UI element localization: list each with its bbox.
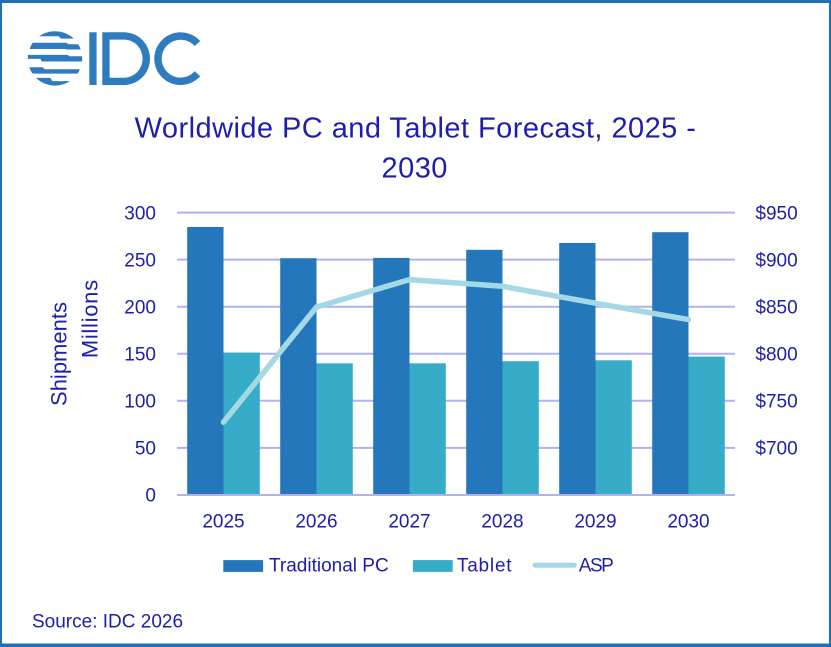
svg-text:200: 200 bbox=[124, 297, 156, 318]
svg-text:Worldwide PC and Tablet Foreca: Worldwide PC and Tablet Forecast, 2025 - bbox=[135, 112, 697, 144]
svg-text:150: 150 bbox=[124, 345, 156, 366]
svg-text:2029: 2029 bbox=[574, 512, 616, 533]
svg-text:$700: $700 bbox=[755, 439, 797, 460]
svg-text:2028: 2028 bbox=[481, 512, 523, 533]
svg-text:0: 0 bbox=[145, 486, 156, 507]
svg-text:300: 300 bbox=[124, 203, 156, 224]
svg-text:250: 250 bbox=[124, 250, 156, 271]
svg-text:ASP: ASP bbox=[579, 555, 613, 576]
svg-text:$900: $900 bbox=[755, 250, 797, 271]
svg-text:2025: 2025 bbox=[202, 512, 244, 533]
svg-text:2027: 2027 bbox=[388, 512, 430, 533]
svg-text:$800: $800 bbox=[755, 345, 797, 366]
svg-text:Source: IDC 2026: Source: IDC 2026 bbox=[32, 612, 183, 633]
svg-text:2030: 2030 bbox=[667, 512, 709, 533]
svg-text:$950: $950 bbox=[755, 203, 797, 224]
svg-text:$850: $850 bbox=[755, 297, 797, 318]
svg-text:$750: $750 bbox=[755, 392, 797, 413]
svg-text:50: 50 bbox=[135, 439, 156, 460]
svg-text:2026: 2026 bbox=[295, 512, 337, 533]
svg-text:Traditional PC: Traditional PC bbox=[269, 555, 389, 576]
svg-text:Tablet: Tablet bbox=[457, 555, 513, 576]
svg-text:Shipments: Shipments bbox=[47, 302, 72, 406]
svg-text:100: 100 bbox=[124, 392, 156, 413]
svg-text:Millions: Millions bbox=[78, 279, 103, 358]
svg-text:2030: 2030 bbox=[382, 153, 448, 185]
